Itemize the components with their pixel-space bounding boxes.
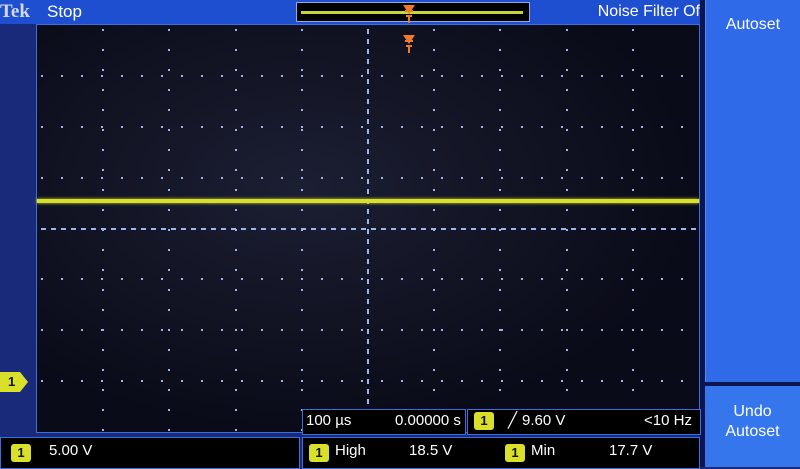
channel-1-readout[interactable]: 1 5.00 V [0, 437, 300, 469]
channel-1-trace [37, 199, 699, 203]
record-timeline-bar [301, 11, 523, 14]
trigger-readout[interactable]: 1 ╱ 9.60 V <10 Hz [467, 409, 701, 435]
channel-1-scale: 5.00 V [49, 442, 93, 459]
undo-label: Undo [733, 403, 772, 420]
waveform-display[interactable] [36, 24, 700, 433]
status-bar: Tek Stop Noise Filter Of [0, 0, 700, 24]
time-scale: 100 µs [306, 412, 352, 429]
measurement-1-channel-badge: 1 [309, 444, 329, 462]
trigger-source-badge: 1 [474, 412, 494, 430]
channel-1-ground-marker[interactable] [0, 372, 28, 392]
horizontal-position: 0.00000 s [395, 412, 461, 429]
measurement-1-value: 18.5 V [409, 442, 453, 459]
trigger-slope-icon: ╱ [508, 412, 518, 429]
graticule [41, 29, 696, 432]
trigger-level: 9.60 V [522, 412, 566, 429]
undo-autoset-label: Autoset [725, 423, 780, 440]
measurement-1-label: High [335, 442, 366, 459]
trigger-marker-icon [403, 35, 415, 53]
measurement-2-channel-badge: 1 [505, 444, 525, 462]
channel-1-badge: 1 [11, 444, 31, 462]
measurement-2-label: Min [531, 442, 556, 459]
brand-logo: Tek [0, 1, 30, 22]
timebase-readout[interactable]: 100 µs 0.00000 s [302, 409, 466, 435]
measurement-2-value: 17.7 V [609, 442, 653, 459]
trigger-frequency: <10 Hz [644, 412, 692, 429]
undo-autoset-button[interactable]: Undo Autoset [705, 386, 800, 467]
acquisition-status[interactable]: Stop [47, 2, 82, 21]
measurements-readout[interactable]: 1 High 18.5 V 1 Min 17.7 V [302, 437, 700, 469]
trigger-position-icon[interactable] [402, 3, 416, 25]
channel-1-marker-label: 1 [8, 374, 16, 389]
noise-filter-status[interactable]: Noise Filter Of [597, 3, 700, 20]
autoset-button[interactable]: Autoset [705, 0, 800, 382]
